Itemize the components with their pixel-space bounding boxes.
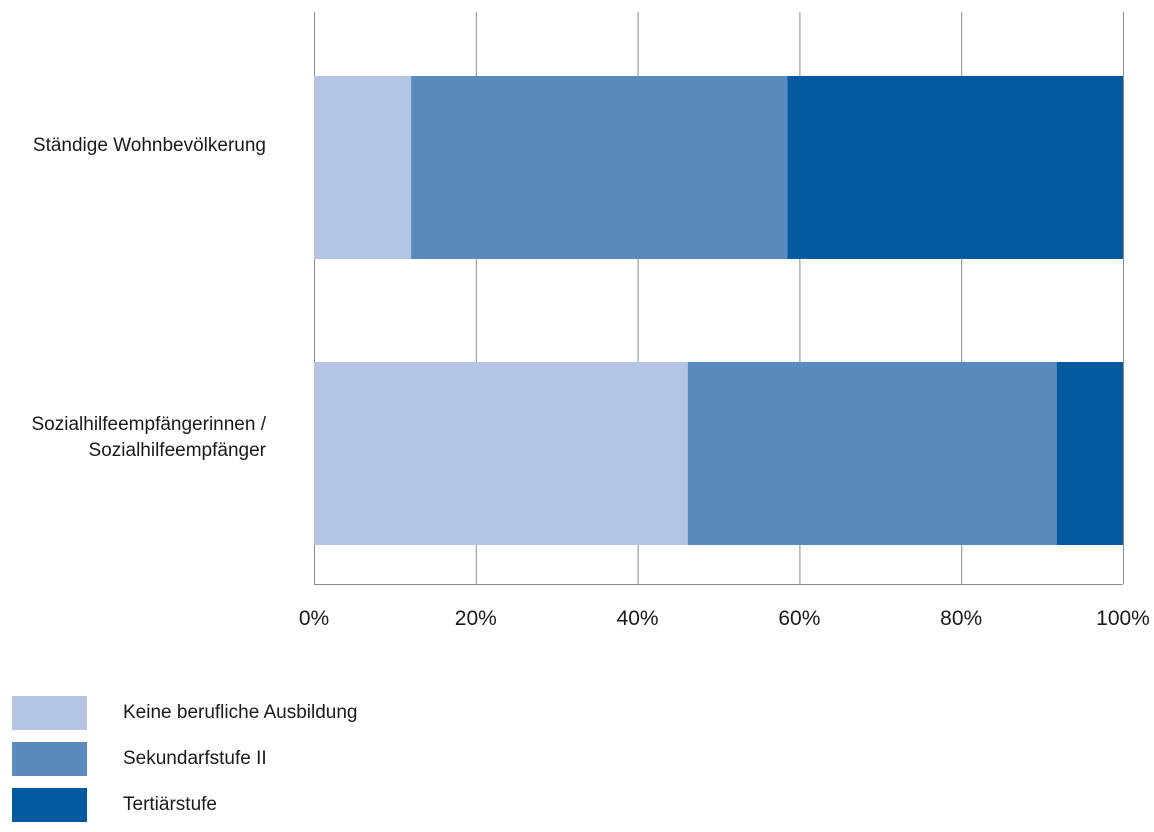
legend-swatch [12,696,87,730]
bar-segment [1056,362,1123,545]
category-label-line: Ständige Wohnbevölkerung [32,135,266,156]
x-tick-label: 0% [299,607,329,630]
bar-segment [787,76,1123,259]
legend-item-keine-ausbildung: Keine berufliche Ausbildung [12,694,358,732]
category-label-line: Sozialhilfeempfängerinnen / [31,414,267,435]
x-tick-label: 100% [1096,607,1150,630]
bar-segment [687,362,1057,545]
legend-label: Sekundarfstufe II [123,748,267,769]
legend-item-tertiaerstufe: Tertiärstufe [12,786,358,824]
category-label-line: Sozialhilfeempfänger [88,440,266,461]
bar-segment [314,76,412,259]
category-label-0: Ständige Wohnbevölkerung [33,133,266,159]
x-tick-label: 20% [455,607,497,630]
legend-item-sekundarstufe: Sekundarfstufe II [12,740,358,778]
legend-swatch [12,788,87,822]
stacked-bar-chart: 0% 20% 40% 60% 80% 100% [299,12,1150,630]
category-label-1: Sozialhilfeempfängerinnen / Sozialhilfee… [32,412,267,464]
legend-label: Tertiärstufe [123,794,217,815]
x-tick-label: 80% [940,607,982,630]
x-tick-label: 40% [617,607,659,630]
x-tick-label: 60% [778,607,820,630]
legend-label: Keine berufliche Ausbildung [123,702,358,723]
bar-segment [314,362,688,545]
bar-segment [411,76,788,259]
legend-swatch [12,742,87,776]
legend: Keine berufliche Ausbildung Sekundarfstu… [12,694,358,832]
